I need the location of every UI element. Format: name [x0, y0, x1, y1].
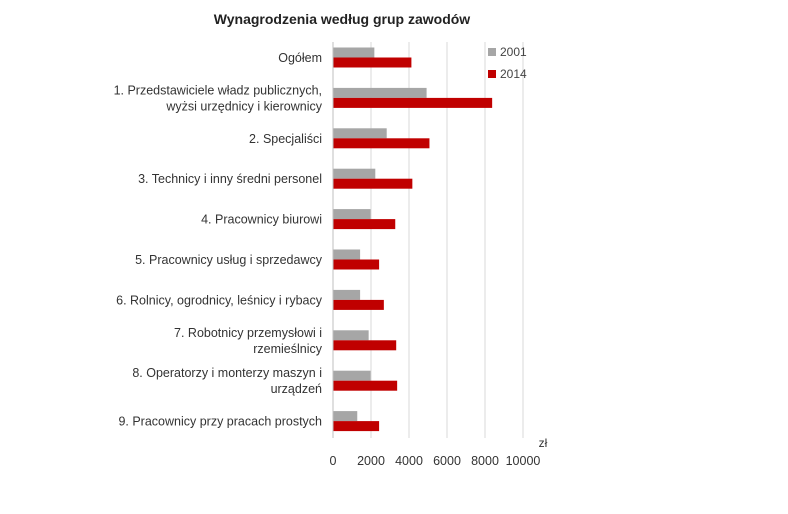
- category-label-line: 7. Robotnicy przemysłowi i: [174, 326, 322, 340]
- category-label: 7. Robotnicy przemysłowi i rzemieślnicy: [174, 326, 323, 356]
- x-tick-label: 4000: [395, 454, 423, 468]
- bar-2001: [333, 330, 369, 341]
- legend-swatch-2014: [488, 70, 496, 78]
- category-labels: Ogółem 1. Przedstawiciele władz publiczny…: [114, 51, 323, 429]
- bar-2001: [333, 289, 361, 300]
- bar-2014: [333, 299, 384, 310]
- category-label-line: 4. Pracownicy biurowi: [201, 213, 322, 227]
- category-label-line: wyżsi urzędnicy i kierownicy: [165, 99, 322, 113]
- x-tick-label: 2000: [357, 454, 385, 468]
- category-label-line: 2. Specjaliści: [249, 132, 322, 146]
- category-label-line: 8. Operatorzy i monterzy maszyn i: [132, 366, 322, 380]
- gridlines: [332, 42, 524, 438]
- bar-2001: [333, 370, 371, 381]
- bar-2014: [333, 97, 493, 108]
- x-tick-label: 0: [330, 454, 337, 468]
- category-label: Ogółem: [278, 51, 322, 65]
- bar-2014: [333, 178, 413, 189]
- category-label: 1. Przedstawiciele władz publicznych, wyż…: [114, 83, 323, 113]
- bar-2001: [333, 128, 387, 139]
- category-label-line: 9. Pracownicy przy pracach prostych: [118, 415, 322, 429]
- category-label: 6. Rolnicy, ogrodnicy, leśnicy i rybacy: [116, 293, 323, 307]
- legend-swatch-2001: [488, 48, 496, 56]
- bar-2001: [333, 249, 361, 260]
- chart-title: Wynagrodzenia według grup zawodów: [214, 11, 471, 27]
- x-tick-label: 6000: [433, 454, 461, 468]
- bar-2001: [333, 209, 371, 220]
- x-axis-ticks: 0 2000 4000 6000 8000 10000: [330, 454, 541, 468]
- bar-2014: [333, 340, 397, 351]
- category-label-line: 5. Pracownicy usług i sprzedawcy: [135, 253, 323, 267]
- x-axis-unit-label: zł: [539, 436, 548, 450]
- bar-2014: [333, 380, 398, 391]
- bars: [333, 47, 493, 432]
- x-tick-label: 10000: [506, 454, 541, 468]
- legend-label-2014: 2014: [500, 67, 527, 81]
- bar-2001: [333, 47, 375, 58]
- category-label: 4. Pracownicy biurowi: [201, 213, 322, 227]
- category-label-line: 6. Rolnicy, ogrodnicy, leśnicy i rybacy: [116, 293, 323, 307]
- bar-2014: [333, 259, 380, 270]
- bar-2014: [333, 57, 412, 68]
- category-label: 5. Pracownicy usług i sprzedawcy: [135, 253, 323, 267]
- legend: 2001 2014: [488, 45, 527, 81]
- bar-2001: [333, 411, 358, 422]
- category-label: 8. Operatorzy i monterzy maszyn i urządze…: [132, 366, 322, 396]
- category-label: 3. Technicy i inny średni personel: [138, 172, 322, 186]
- bar-2014: [333, 421, 380, 432]
- bar-2001: [333, 168, 376, 179]
- x-tick-label: 8000: [471, 454, 499, 468]
- bar-2001: [333, 87, 427, 98]
- bar-2014: [333, 138, 430, 149]
- category-label-line: 3. Technicy i inny średni personel: [138, 172, 322, 186]
- category-label-line: 1. Przedstawiciele władz publicznych,: [114, 83, 322, 97]
- category-label: 2. Specjaliści: [249, 132, 322, 146]
- category-label-line: rzemieślnicy: [253, 342, 323, 356]
- category-label-line: urządzeń: [271, 382, 322, 396]
- category-label: 9. Pracownicy przy pracach prostych: [118, 415, 322, 429]
- legend-label-2001: 2001: [500, 45, 527, 59]
- bar-2014: [333, 219, 396, 230]
- category-label-line: Ogółem: [278, 51, 322, 65]
